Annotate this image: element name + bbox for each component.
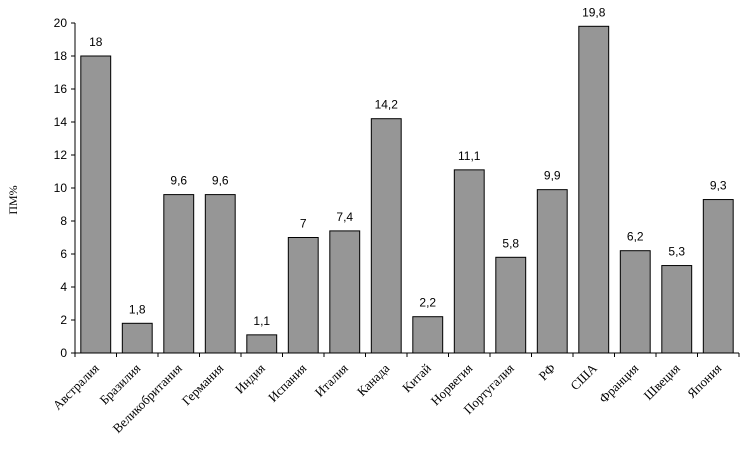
- bar: [163, 194, 195, 354]
- bar: [80, 55, 112, 354]
- y-tick-label: 2: [60, 313, 67, 327]
- bar: [329, 230, 361, 354]
- y-tick-label: 0: [60, 346, 67, 360]
- bar: [619, 250, 651, 354]
- x-tick-label: Австралия: [50, 361, 102, 413]
- bars: 18 1,8 9,6 9,6 1,1 7 7,4 14,2 2,2 11,1 5,8 9,9 19,8 6…: [80, 5, 734, 354]
- data-label: 7,4: [336, 210, 353, 224]
- x-tick-label: Индия: [232, 361, 268, 397]
- data-label: 1,1: [253, 314, 270, 328]
- x-tick-label: Испания: [265, 361, 309, 405]
- y-tick-label: 4: [60, 280, 67, 294]
- x-tick-label: Швеция: [641, 361, 683, 403]
- bar: [412, 316, 444, 354]
- bar: [121, 322, 153, 354]
- bar: [287, 237, 319, 354]
- data-label: 9,6: [170, 174, 187, 188]
- y-tick-label: 6: [60, 247, 67, 261]
- x-tick-label: Япония: [684, 361, 724, 401]
- data-label: 9,3: [710, 179, 727, 193]
- data-label: 14,2: [375, 98, 399, 112]
- x-tick-label: Канада: [354, 360, 393, 399]
- bar: [370, 118, 402, 354]
- bar: [702, 199, 734, 354]
- data-label: 11,1: [458, 149, 481, 163]
- x-tick-label: Китай: [399, 360, 434, 395]
- bar: [246, 334, 278, 354]
- data-label: 1,8: [129, 302, 146, 316]
- x-tick-label: РФ: [536, 361, 559, 384]
- x-tick-label: США: [567, 360, 600, 393]
- data-label: 9,9: [544, 169, 561, 183]
- y-tick-label: 18: [54, 49, 68, 63]
- y-axis: 0 2 4 6 8 10 12 14 16 18 20: [54, 16, 76, 360]
- y-tick-label: 20: [54, 16, 68, 30]
- data-label: 7: [300, 217, 307, 231]
- y-tick-label: 16: [54, 82, 68, 96]
- data-label: 6,2: [627, 230, 644, 244]
- bar: [661, 265, 693, 354]
- y-axis-label: ПМ%: [6, 185, 20, 214]
- y-tick-label: 8: [60, 214, 67, 228]
- data-label: 19,8: [582, 5, 606, 19]
- data-label: 18: [89, 35, 103, 49]
- data-label: 5,3: [668, 245, 685, 259]
- y-tick-label: 10: [54, 181, 68, 195]
- bar: [495, 256, 527, 354]
- bar: [536, 189, 568, 354]
- bar: [453, 169, 485, 354]
- y-tick-label: 12: [54, 148, 68, 162]
- data-label: 9,6: [212, 174, 229, 188]
- x-tick-label: Италия: [312, 361, 351, 400]
- bar: [578, 25, 610, 354]
- y-tick-label: 14: [54, 115, 68, 129]
- data-label: 5,8: [502, 236, 519, 250]
- x-tick-label: Франция: [596, 361, 642, 407]
- x-tick-label: Германия: [179, 361, 227, 409]
- data-label: 2,2: [419, 296, 436, 310]
- bar: [204, 194, 236, 354]
